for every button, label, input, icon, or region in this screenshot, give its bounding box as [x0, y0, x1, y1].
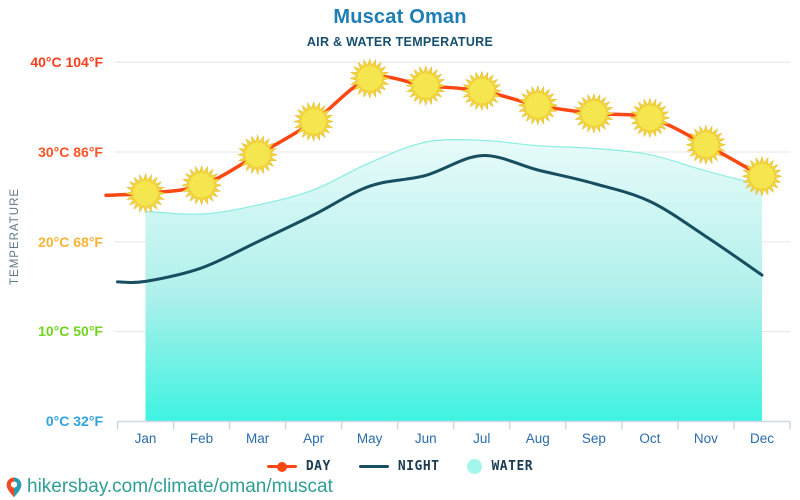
chart-legend: DAY NIGHT WATER — [0, 459, 800, 474]
x-axis-label-sep: Sep — [582, 431, 606, 446]
sun-icon — [685, 124, 727, 166]
sun-icon — [517, 84, 559, 126]
day-legend-marker-icon — [266, 465, 297, 468]
x-axis-label-oct: Oct — [639, 431, 660, 446]
legend-label-night: NIGHT — [397, 459, 440, 474]
sun-core — [469, 78, 495, 104]
x-axis-label-jan: Jan — [135, 431, 157, 446]
sun-core — [413, 73, 439, 98]
x-axis-label-mar: Mar — [246, 431, 270, 446]
night-line-series — [116, 154, 764, 285]
water-area-series — [145, 138, 763, 422]
sun-icon — [293, 100, 335, 143]
sun-core — [581, 101, 607, 126]
x-axis-label-apr: Apr — [303, 431, 325, 446]
sun-core — [133, 181, 158, 206]
y-axis-label-40c: 40°C 104°F — [30, 54, 103, 70]
legend-label-day: DAY — [305, 459, 331, 474]
sun-markers — [124, 57, 783, 214]
chart-subtitle: AIR & WATER TEMPERATURE — [306, 35, 494, 49]
sun-icon — [741, 155, 783, 197]
footer-url-link[interactable]: hikersbay.com/climate/oman/muscat — [27, 476, 333, 497]
sun-core — [525, 93, 551, 118]
sun-core — [245, 142, 270, 168]
legend-item-water: WATER — [467, 459, 533, 474]
night-line — [116, 154, 764, 285]
y-axis-label-0c: 0°C 32°F — [45, 413, 103, 429]
sun-icon — [629, 97, 671, 139]
sun-icon — [124, 172, 167, 214]
sun-icon — [349, 57, 391, 99]
sun-icon — [573, 92, 615, 134]
location-pin-icon — [6, 477, 22, 497]
sun-icon — [181, 164, 223, 206]
page-title: Muscat Oman — [333, 6, 467, 28]
sun-core — [693, 132, 719, 158]
y-axis-label-10c: 10°C 50°F — [38, 323, 103, 339]
sun-icon — [237, 134, 279, 176]
night-legend-marker-icon — [358, 465, 389, 468]
y-axis-label-30c: 30°C 86°F — [38, 144, 103, 160]
x-axis-label-may: May — [357, 431, 383, 446]
sun-core — [749, 163, 775, 189]
x-axis — [116, 420, 791, 430]
sun-core — [357, 66, 382, 91]
temperature-chart: Jan Feb Mar Apr May Jun Jul Aug Sep Oct Nov Dec — [104, 57, 791, 446]
water-area — [145, 139, 762, 422]
sun-core — [189, 172, 214, 198]
legend-item-day: DAY — [266, 459, 331, 474]
x-axis-label-nov: Nov — [694, 431, 718, 446]
x-axis-label-dec: Dec — [750, 431, 774, 446]
sun-icon — [461, 70, 503, 112]
x-axis-label-feb: Feb — [190, 431, 213, 446]
x-axis-label-aug: Aug — [526, 431, 550, 446]
x-axis-label-jul: Jul — [473, 431, 490, 446]
water-legend-marker-icon — [467, 459, 483, 474]
sun-core — [301, 109, 326, 134]
legend-item-night: NIGHT — [358, 459, 440, 474]
footer: hikersbay.com/climate/oman/muscat — [6, 476, 333, 498]
x-axis-labels: Jan Feb Mar Apr May Jun Jul Aug Sep Oct Nov Dec — [135, 431, 775, 446]
water-edge-line — [145, 138, 763, 215]
legend-label-water: WATER — [491, 459, 534, 474]
x-axis-label-jun: Jun — [415, 431, 437, 446]
y-axis-label-20c: 20°C 68°F — [38, 234, 103, 250]
sun-core — [637, 105, 663, 131]
sun-icon — [405, 65, 447, 107]
